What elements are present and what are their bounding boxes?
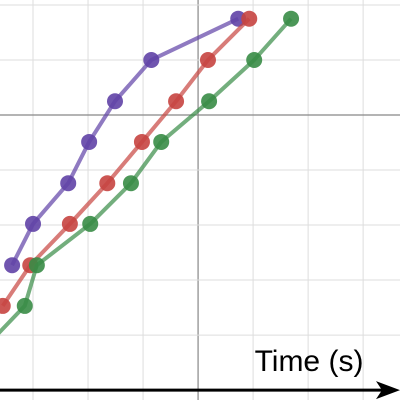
data-point [25,215,42,232]
data-point [246,51,263,68]
data-point [28,257,45,274]
x-axis-arrow [376,381,400,400]
data-point [133,133,150,150]
data-point [61,215,78,232]
data-point [143,51,160,68]
data-point [99,175,116,192]
data-point [0,297,11,314]
data-point [153,133,170,150]
data-point [81,133,98,150]
data-point [283,10,300,27]
data-point [199,51,216,68]
data-point [241,10,258,27]
data-point [16,297,33,314]
data-point [201,93,218,110]
data-point [82,215,99,232]
data-point [4,257,21,274]
data-point [168,93,185,110]
data-point [122,175,139,192]
x-axis-label: Time (s) [255,345,364,378]
data-point [230,10,247,27]
data-point [106,93,123,110]
data-point [60,175,77,192]
plot-area [0,10,300,335]
